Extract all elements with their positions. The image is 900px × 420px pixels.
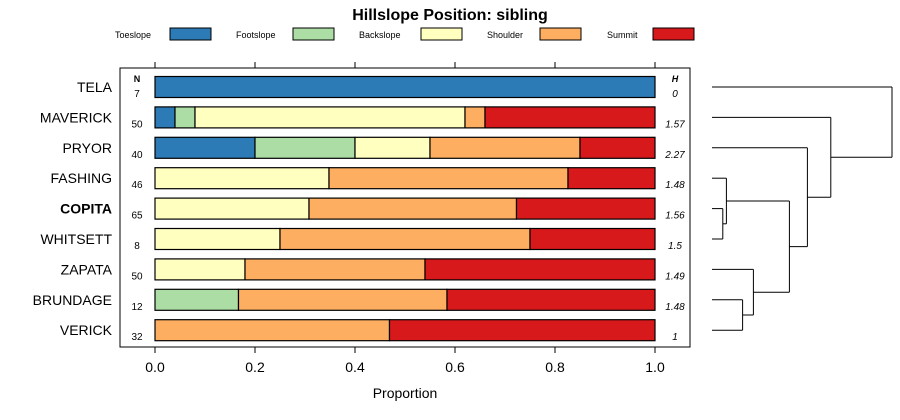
x-tick-label: 0.8	[545, 359, 565, 375]
row-label: ZAPATA	[61, 261, 113, 277]
bar-segment	[154, 136, 256, 159]
bar-segment	[279, 227, 531, 251]
x-tick-label: 0.0	[145, 359, 165, 375]
row-label: VERICK	[60, 322, 113, 338]
bar-segment	[484, 106, 656, 129]
n-value: 50	[131, 119, 143, 130]
legend-label: Footslope	[236, 30, 276, 40]
row-label: TELA	[77, 79, 113, 95]
n-value: 46	[131, 180, 143, 191]
bar-segment	[424, 258, 656, 281]
dendrogram	[712, 86, 893, 331]
row-label: COPITA	[60, 201, 112, 217]
n-value: 12	[131, 302, 143, 313]
plot-panel	[119, 67, 691, 348]
n-value: 32	[131, 332, 143, 343]
bar-segment	[529, 227, 656, 251]
h-value: 1.5	[668, 241, 682, 252]
n-value: 8	[134, 241, 140, 252]
h-values: 0 1.57 2.27 1.48 1.56 1.5 1.49 1.48 1	[664, 89, 685, 343]
legend-swatch	[169, 27, 212, 41]
bar-segment	[244, 258, 426, 281]
x-tick-label: 1.0	[645, 359, 665, 375]
bar-segment	[237, 288, 448, 311]
legend-label: Backslope	[359, 30, 401, 40]
h-column-header: H	[672, 74, 679, 84]
n-value: 40	[131, 150, 143, 161]
bar-segment	[446, 288, 656, 311]
n-column-header: N	[134, 74, 141, 84]
n-value: 7	[134, 89, 140, 100]
bar-segment	[515, 197, 656, 220]
legend-swatch	[292, 27, 335, 41]
h-value: 1.48	[665, 180, 685, 191]
bar-segment	[154, 227, 281, 251]
chart-title: Hillslope Position: sibling	[352, 7, 548, 24]
h-value: 2.27	[664, 150, 685, 161]
bar-segment	[254, 136, 356, 159]
x-tick-label: 0.4	[345, 359, 365, 375]
h-value: 1.48	[665, 302, 685, 313]
n-value: 65	[131, 211, 143, 222]
legend-label: Shoulder	[487, 30, 523, 40]
bar-segment	[154, 258, 246, 281]
x-axis-label: Proportion	[373, 385, 438, 401]
legend-swatch	[539, 27, 582, 41]
row-label: WHITSETT	[40, 231, 112, 247]
bar-segment	[154, 106, 176, 129]
bar-segment	[154, 167, 330, 190]
row-label: BRUNDAGE	[33, 292, 112, 308]
bar-segment	[388, 319, 656, 342]
h-value: 1	[672, 332, 678, 343]
bar-segment	[579, 136, 656, 159]
h-value: 0	[672, 89, 678, 100]
legend-label: Summit	[607, 30, 638, 40]
h-value: 1.57	[665, 119, 685, 130]
legend: Toeslope Footslope Backslope Shoulder Summit	[115, 27, 695, 41]
row-labels: TELA MAVERICK PRYOR FASHING COPITA WHITSETT ZA…	[33, 79, 113, 338]
n-values: 7 50 40 46 65 8 50 12 32	[131, 89, 143, 343]
bar-segment	[174, 106, 196, 129]
legend-label: Toeslope	[115, 30, 151, 40]
bar-segment	[154, 288, 240, 311]
bar-segment	[354, 136, 431, 159]
bar-segment	[464, 106, 486, 129]
row-label: FASHING	[51, 170, 112, 186]
bar-segment	[194, 106, 466, 129]
bar-segment	[154, 319, 391, 342]
bar-segment	[328, 167, 569, 190]
row-label: MAVERICK	[40, 109, 113, 125]
x-axis: 0.0 0.2 0.4 0.6 0.8 1.0	[145, 62, 665, 375]
row-label: PRYOR	[62, 140, 112, 156]
h-value: 1.49	[665, 271, 685, 282]
bar-segment	[567, 167, 656, 190]
bar-segment	[154, 75, 656, 99]
bars-layer	[154, 75, 656, 342]
n-value: 50	[131, 271, 143, 282]
bar-segment	[308, 197, 518, 220]
bar-segment	[429, 136, 581, 159]
x-tick-label: 0.2	[245, 359, 265, 375]
legend-swatch	[420, 27, 463, 41]
bar-segment	[154, 197, 310, 220]
h-value: 1.56	[665, 211, 685, 222]
legend-swatch	[652, 27, 695, 41]
x-tick-label: 0.6	[445, 359, 465, 375]
